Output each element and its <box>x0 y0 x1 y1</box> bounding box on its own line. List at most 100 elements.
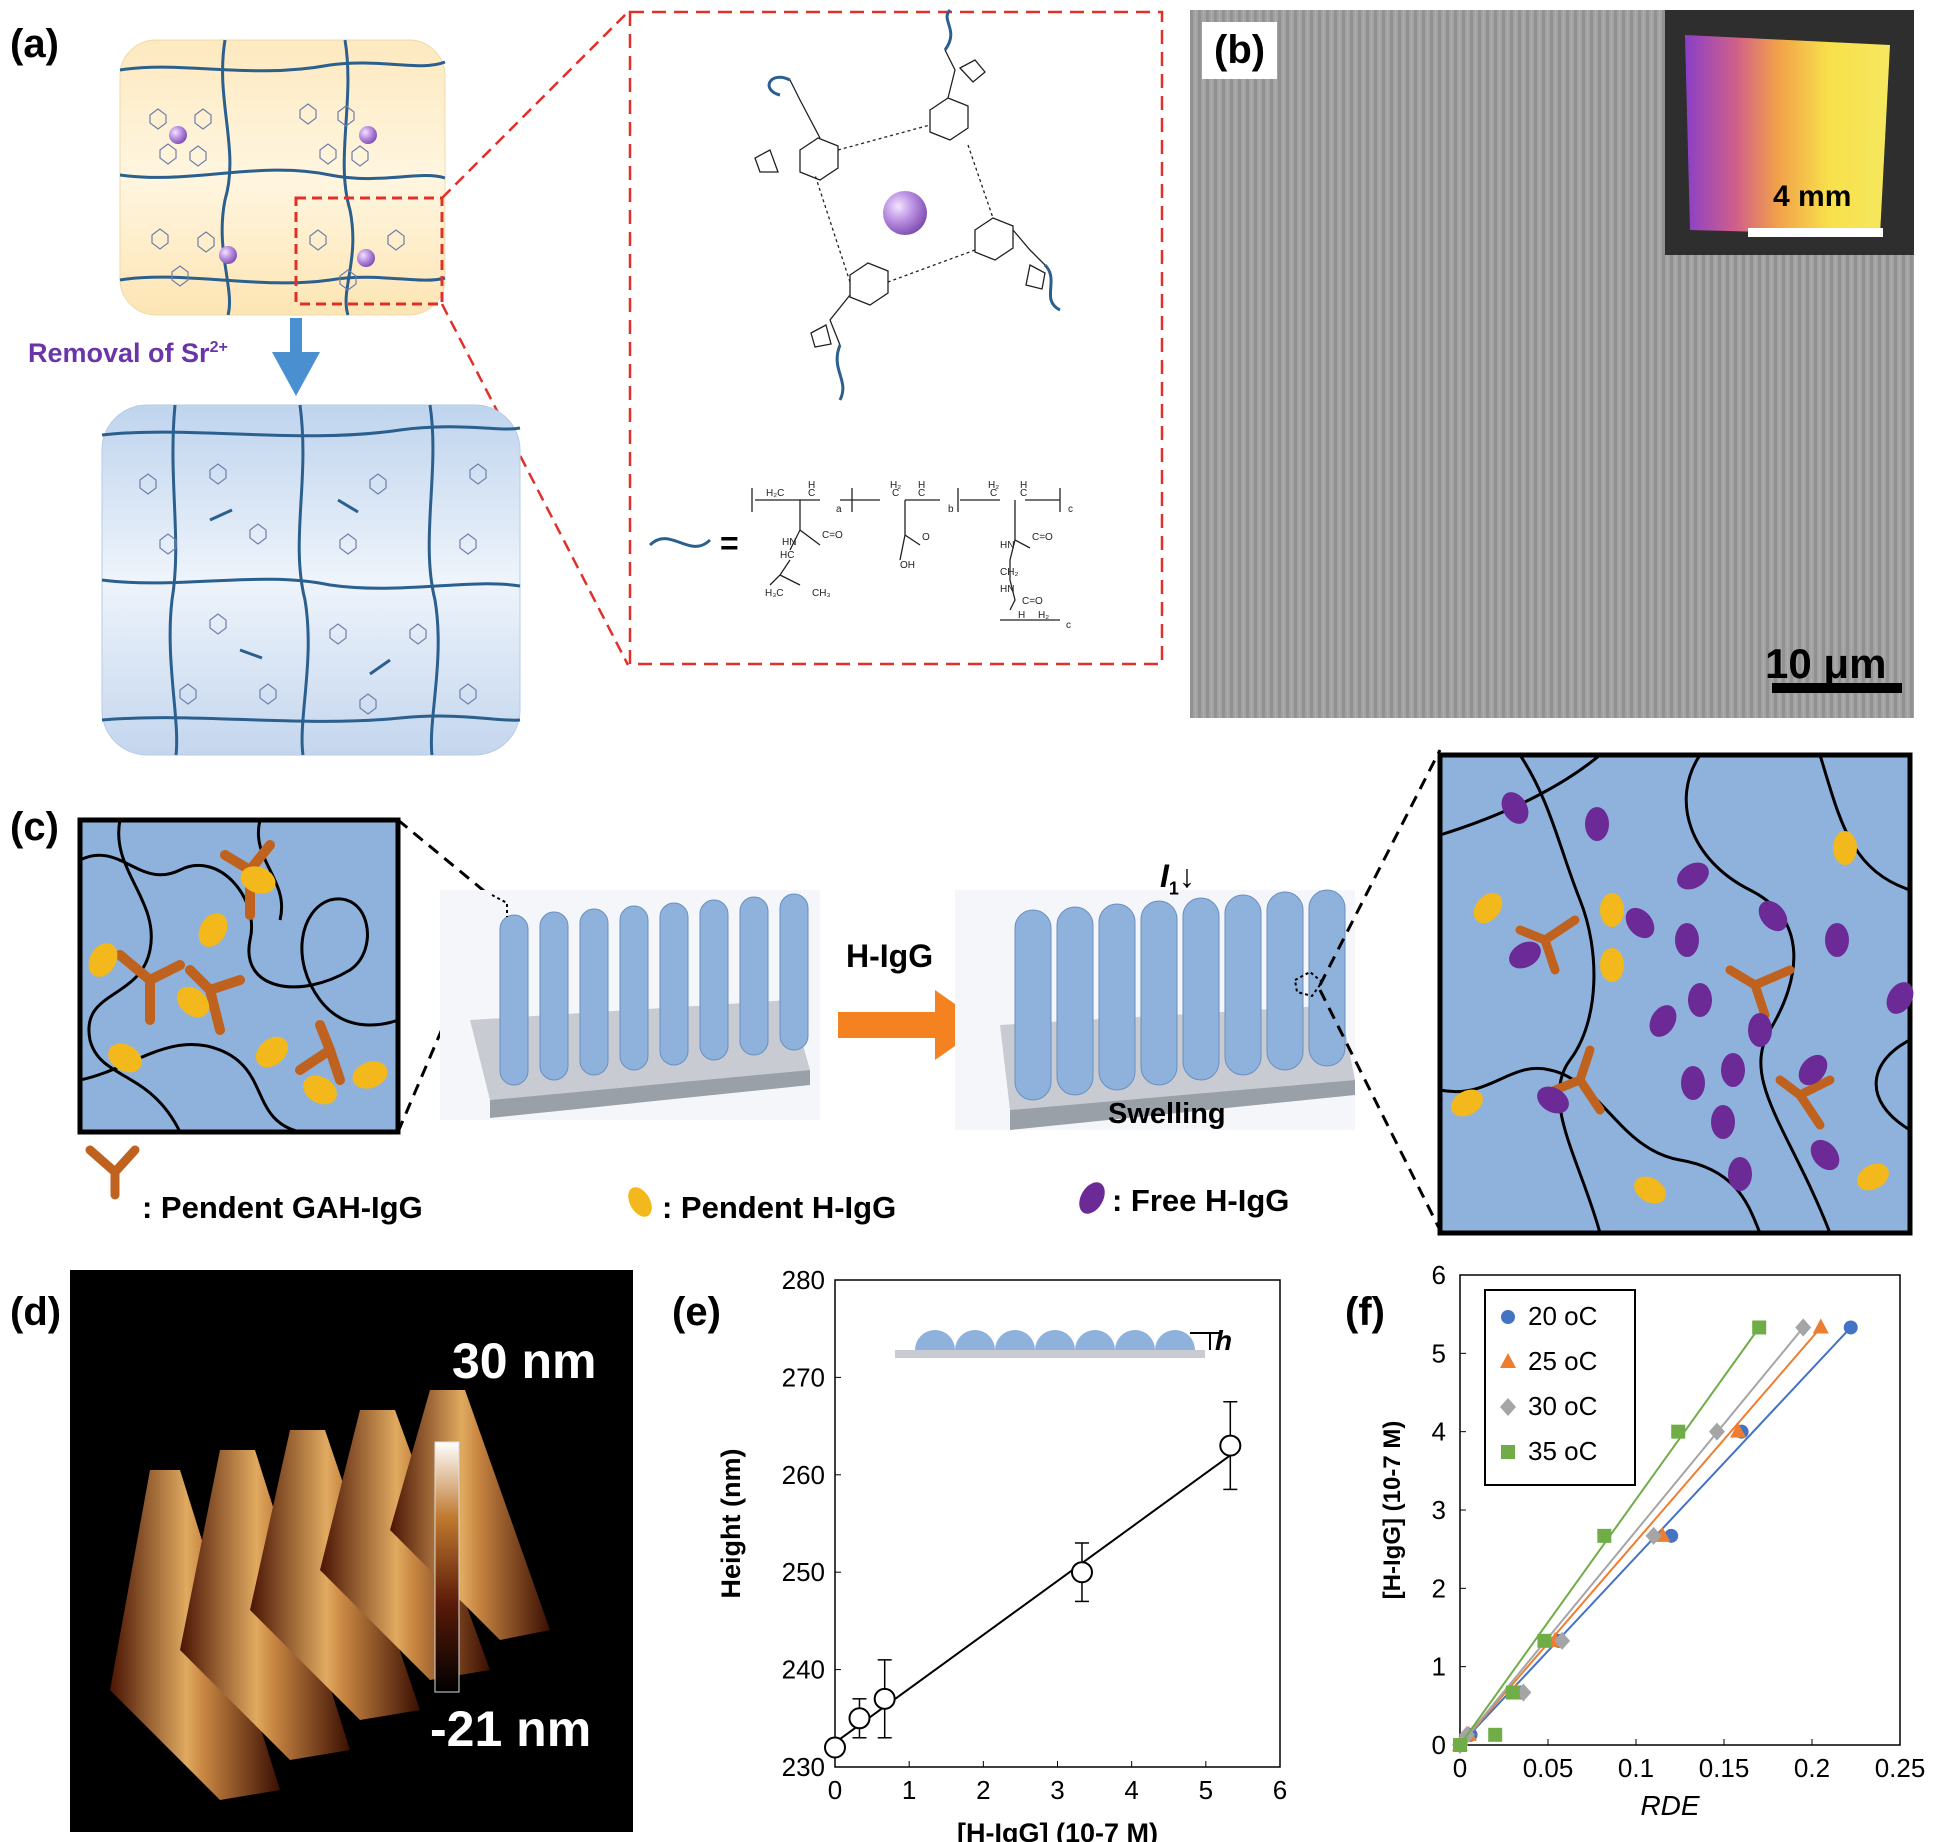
svg-text:CH₂: CH₂ <box>1000 567 1018 578</box>
data-point <box>1671 1424 1686 1439</box>
h-igg-arrow-label: H-IgG <box>846 938 934 974</box>
data-point <box>1501 1445 1515 1459</box>
grating-ridges <box>499 893 809 1086</box>
legend-entry: 35 oC <box>1528 1436 1597 1466</box>
x-tick-label: 5 <box>1199 1775 1213 1805</box>
data-point <box>1219 1434 1242 1457</box>
data-point <box>1730 1422 1747 1438</box>
panel-d-label: (d) <box>10 1290 62 1334</box>
fit-line <box>1459 1326 1822 1746</box>
data-point <box>1500 1398 1516 1416</box>
y-tick-label: 1 <box>1432 1652 1446 1682</box>
data-point <box>848 1707 871 1730</box>
legend-entry: 30 oC <box>1528 1391 1597 1421</box>
data-point <box>1708 1422 1725 1441</box>
panel-a-label: (a) <box>10 22 59 66</box>
gel-network-lines-2 <box>101 404 521 756</box>
svg-text:C: C <box>918 488 925 499</box>
svg-text:C=O: C=O <box>1032 532 1053 543</box>
x-tick-label: 0 <box>828 1775 842 1805</box>
data-point <box>1505 1685 1520 1700</box>
y-axis-label: [H-IgG] (10-7 M) <box>1379 1421 1406 1600</box>
intensity-label: I1↓ <box>1160 858 1195 899</box>
svg-text:b: b <box>948 504 954 515</box>
removal-superscript: 2+ <box>209 339 228 356</box>
svg-text:C: C <box>990 488 997 499</box>
panel-b-label: (b) <box>1202 22 1278 79</box>
removal-caption: Removal of Sr2+ <box>28 338 228 369</box>
y-tick-label: 250 <box>782 1557 825 1587</box>
svg-text:HN: HN <box>1000 540 1014 551</box>
colorbar-max-label: 30 nm <box>452 1333 597 1389</box>
x-tick-label: 3 <box>1050 1775 1064 1805</box>
svg-text:H: H <box>1020 480 1027 491</box>
legend-free-h-igg: : Free H-IgG <box>1112 1183 1290 1218</box>
y-tick-label: 0 <box>1432 1730 1446 1760</box>
svg-text:H: H <box>808 480 815 491</box>
data-point <box>1843 1320 1858 1335</box>
inset-h-label: h <box>1215 1325 1232 1356</box>
data-point <box>1554 1631 1571 1650</box>
scale-bar <box>1772 683 1902 693</box>
legend-entry: 25 oC <box>1528 1346 1597 1376</box>
x-axis-label: [H-IgG] (10-7 M) <box>957 1818 1158 1842</box>
afm-image <box>70 1270 633 1832</box>
disassembled-gel-block <box>101 404 521 756</box>
removal-text: Removal of Sr <box>28 338 210 368</box>
yellow-ellipse-icon <box>628 1187 652 1217</box>
data-point <box>1812 1318 1829 1334</box>
svg-text:H: H <box>918 480 925 491</box>
legend-pendent-h-igg: : Pendent H-IgG <box>662 1190 897 1225</box>
svg-text:HC: HC <box>780 550 794 561</box>
svg-text:CH₃: CH₃ <box>812 588 831 599</box>
svg-text:HN: HN <box>1000 584 1014 595</box>
height-vs-concentration-chart: 230 240 250 260 270 280 0 1 2 3 4 5 6 [H-IgG] (10-7 M… <box>716 1265 1287 1842</box>
svg-text:OH: OH <box>900 560 915 571</box>
x-tick-label: 2 <box>976 1775 990 1805</box>
x-axis-label: RDE <box>1640 1790 1699 1821</box>
y-axis-label: Height (nm) <box>716 1449 746 1599</box>
y-tick-label: 6 <box>1432 1260 1446 1290</box>
x-tick-label: 4 <box>1124 1775 1138 1805</box>
pendent-h-igg-ellipses <box>88 866 388 1105</box>
data-point <box>1752 1320 1767 1335</box>
panel-c-figure <box>77 749 1914 1236</box>
height-colorbar <box>434 1441 460 1693</box>
series-35-oC <box>1453 1320 1767 1752</box>
y-tick-label: 230 <box>782 1752 825 1782</box>
y-tick-label: 260 <box>782 1460 825 1490</box>
antibody-y-icons <box>115 840 345 1085</box>
free-h-igg-ellipses <box>1501 792 1914 1191</box>
polymer-chain-icon <box>648 537 712 548</box>
svg-text:C: C <box>808 488 815 499</box>
data-point <box>1453 1738 1467 1752</box>
fit-line <box>834 1454 1231 1744</box>
sem-image <box>1190 10 1914 718</box>
data-point <box>1488 1727 1503 1742</box>
legend-entry: 20 oC <box>1528 1301 1597 1331</box>
y-tick-label: 2 <box>1432 1573 1446 1603</box>
swollen-grating-ridges <box>1014 889 1346 1101</box>
gel-network-lines <box>119 39 446 316</box>
data-point <box>1501 1310 1515 1324</box>
svg-text:C: C <box>1020 488 1027 499</box>
guanosine-molecules-top <box>149 103 405 291</box>
concentration-vs-rde-chart: 0 1 2 3 4 5 6 0 0.05 0.1 0.15 0.2 0.25 RDE [H-IgG] (10… <box>1379 1260 1926 1821</box>
intensity-arrow: ↓ <box>1178 858 1195 894</box>
svg-text:a: a <box>836 504 842 515</box>
data-point <box>873 1687 896 1710</box>
x-tick-label: 0.25 <box>1875 1753 1926 1783</box>
y-tick-label: 280 <box>782 1265 825 1295</box>
svg-text:c: c <box>1066 620 1071 631</box>
intensity-symbol: I <box>1160 858 1169 894</box>
data-point <box>1537 1633 1552 1648</box>
sr-ion-spheres <box>169 126 377 267</box>
x-tick-label: 1 <box>902 1775 916 1805</box>
x-tick-label: 0.15 <box>1699 1753 1750 1783</box>
y-tick-label: 3 <box>1432 1495 1446 1525</box>
panel-f-label: (f) <box>1345 1290 1385 1334</box>
svg-text:C=O: C=O <box>1022 596 1043 607</box>
x-tick-label: 0.1 <box>1618 1753 1654 1783</box>
colorbar-min-label: -21 nm <box>430 1701 592 1757</box>
